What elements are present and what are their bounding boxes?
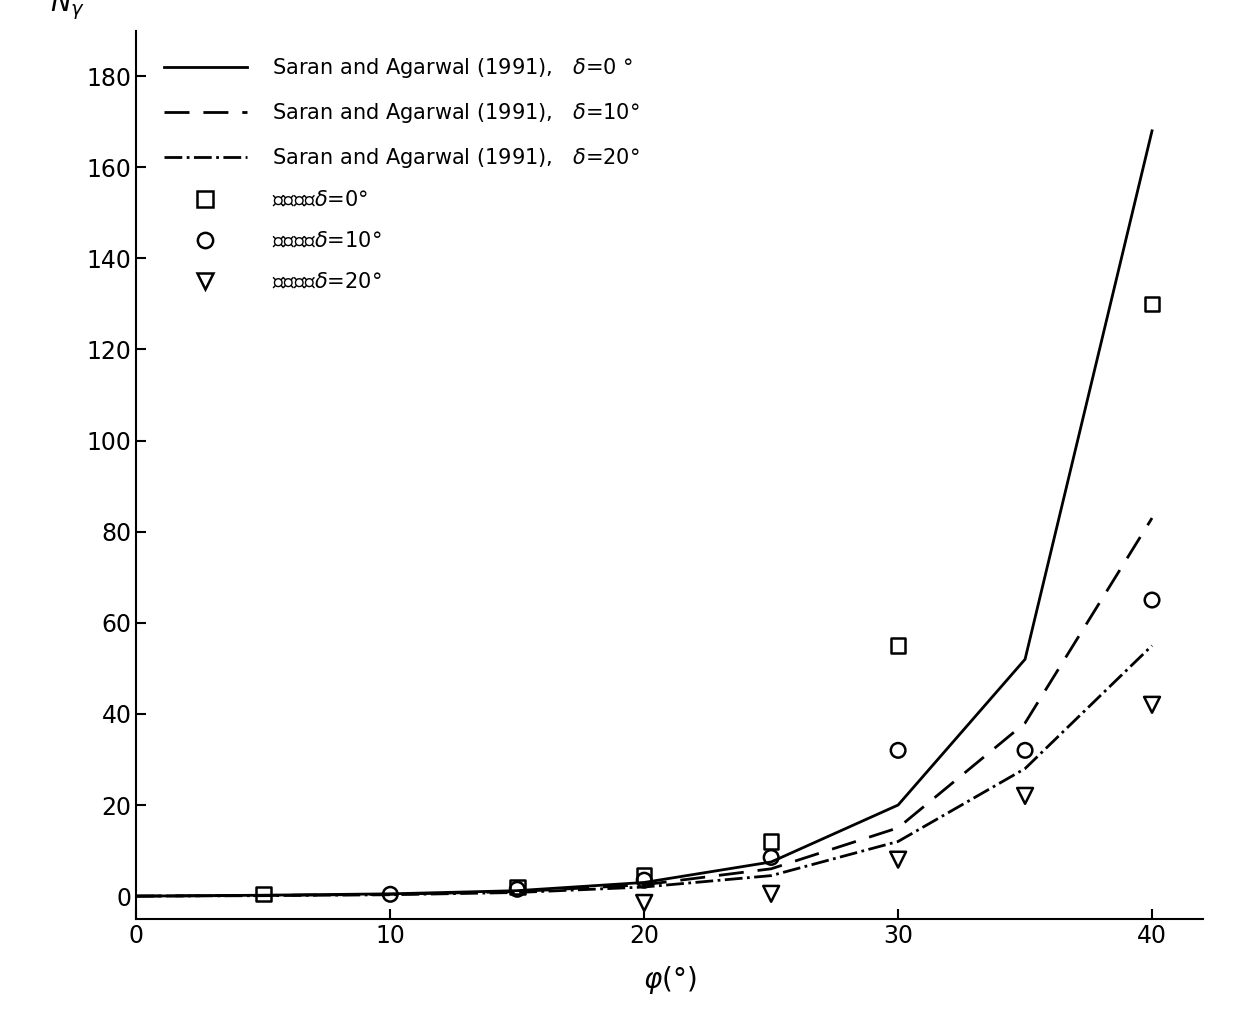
X-axis label: $\varphi$(°): $\varphi$(°) xyxy=(642,965,697,996)
Point xyxy=(1142,296,1162,312)
Y-axis label: $N_{\gamma}$: $N_{\gamma}$ xyxy=(50,0,84,21)
Point xyxy=(888,742,908,759)
Point xyxy=(507,879,527,895)
Point xyxy=(253,885,273,902)
Point xyxy=(761,849,781,866)
Point xyxy=(635,872,655,888)
Point xyxy=(1142,696,1162,713)
Legend: Saran and Agarwal (1991),   $\delta$=0 °, Saran and Agarwal (1991),   $\delta$=1: Saran and Agarwal (1991), $\delta$=0 °, … xyxy=(157,50,646,299)
Point xyxy=(761,885,781,902)
Point xyxy=(888,637,908,653)
Point xyxy=(507,881,527,897)
Point xyxy=(1142,592,1162,609)
Point xyxy=(1016,788,1035,805)
Point xyxy=(888,852,908,868)
Point xyxy=(1016,742,1035,759)
Point xyxy=(761,833,781,849)
Point xyxy=(381,886,401,903)
Point xyxy=(635,894,655,911)
Point xyxy=(635,868,655,884)
